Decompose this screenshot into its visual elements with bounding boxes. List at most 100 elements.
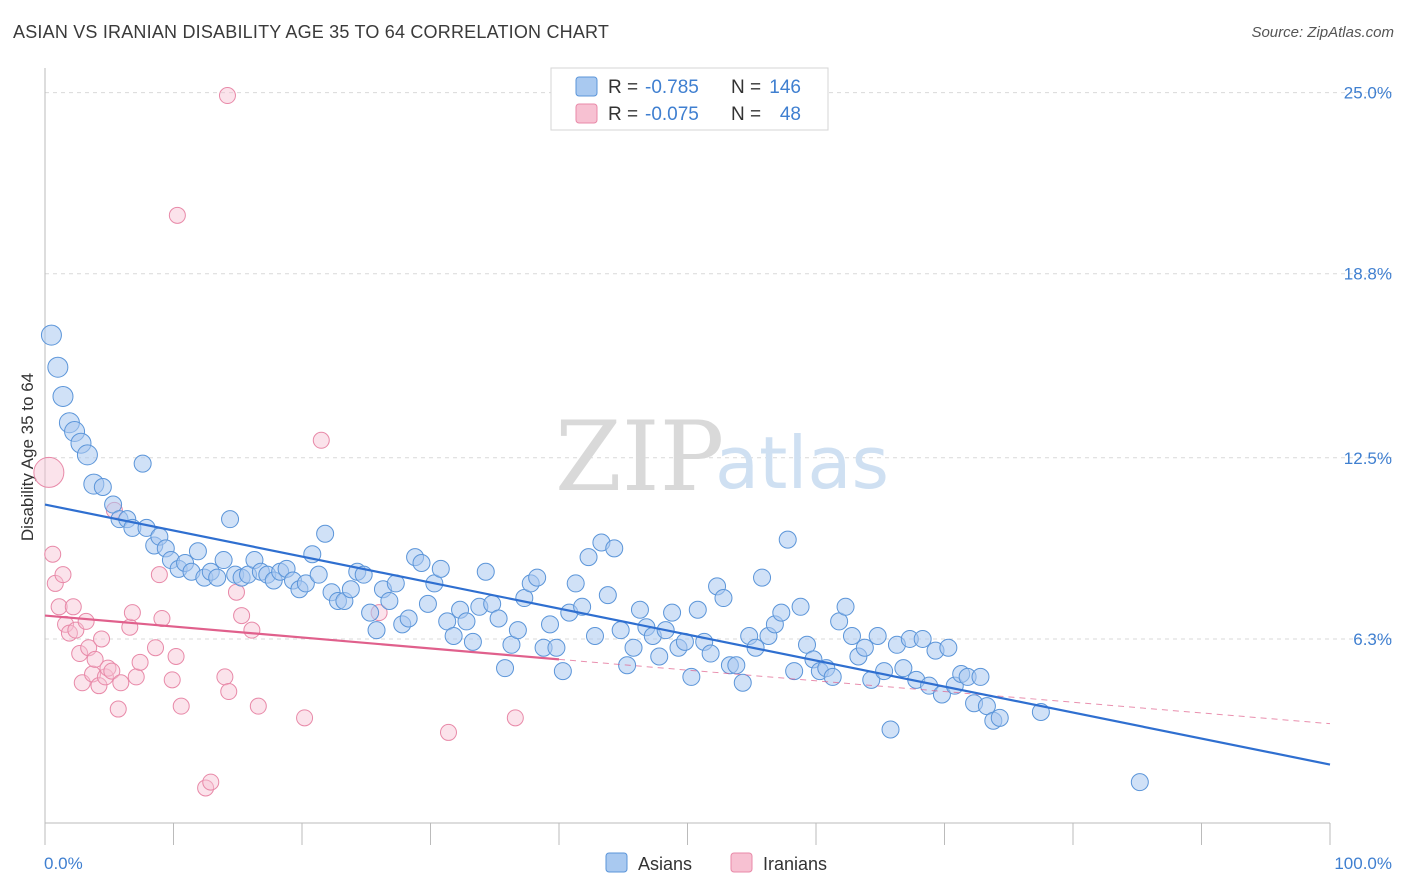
asians-points (40, 324, 1149, 792)
iranians-point (33, 456, 65, 488)
asians-point (76, 444, 98, 466)
iranians-point (123, 604, 141, 622)
asians-point (772, 603, 791, 622)
iranians-point (220, 683, 238, 701)
trend-lines (44, 503, 1331, 766)
iranians-point (202, 773, 220, 791)
asians-point (361, 603, 380, 622)
asians-point (431, 559, 450, 578)
iranians-point (64, 598, 82, 616)
legend-r-label: R = (608, 104, 638, 125)
iranians-point (71, 645, 89, 663)
legend-n-label: N = (731, 77, 761, 98)
bottom-legend-swatch-iranians (730, 852, 753, 873)
asians-point (624, 638, 643, 657)
iranians-point (243, 621, 261, 639)
iranians-point (296, 709, 314, 727)
bottom-legend-label-iranians: Iranians (763, 854, 827, 874)
iranians-point (93, 630, 111, 648)
legend-r-value: -0.785 (645, 77, 699, 98)
iranians-point (172, 697, 190, 715)
asians-point (341, 580, 360, 599)
asians-point (380, 591, 399, 610)
iranians-point (312, 431, 330, 449)
asians-point (188, 542, 207, 561)
asians-point (753, 568, 772, 587)
watermark: ZIP atlas (555, 401, 889, 513)
asians-point (605, 539, 624, 558)
asians-point (566, 574, 585, 593)
asians-point (855, 638, 874, 657)
asians-point (133, 454, 152, 473)
y-tick-label: 25.0% (1344, 84, 1392, 103)
chart-source: Source: ZipAtlas.com (1251, 24, 1394, 41)
asians-point (309, 565, 328, 584)
asians-point (894, 659, 913, 678)
iranians-point (131, 653, 149, 671)
asians-point (875, 662, 894, 681)
iranians-point (167, 647, 185, 665)
asians-point (547, 638, 566, 657)
legend-swatch-iranians (575, 103, 598, 124)
asians-point (579, 548, 598, 567)
asians-point (823, 667, 842, 686)
legend-n-label: N = (731, 104, 761, 125)
asians-point (630, 600, 649, 619)
asians-point (785, 662, 804, 681)
iranians-point (90, 677, 108, 695)
iranians-point (44, 545, 62, 563)
chart-title: ASIAN VS IRANIAN DISABILITY AGE 35 TO 64… (13, 22, 610, 42)
iranians-point (109, 700, 127, 718)
asians-point (573, 597, 592, 616)
asians-point (367, 621, 386, 640)
iranians-point (439, 723, 457, 741)
iranians-point (168, 206, 186, 224)
asians-point (598, 586, 617, 605)
grid-lines (45, 92, 1392, 640)
iranians-point (227, 583, 245, 601)
asians-point (553, 662, 572, 681)
asians-point (208, 568, 227, 587)
legend-swatch-asians (575, 76, 598, 97)
asians-point (444, 627, 463, 646)
legend-r-value: -0.075 (645, 104, 699, 125)
x-tick-label: 0.0% (44, 854, 83, 873)
legend-n-value: 146 (769, 77, 801, 98)
iranians-point (112, 674, 130, 692)
iranians-point (218, 87, 236, 105)
asians-point (663, 603, 682, 622)
iranians-point (77, 612, 95, 630)
asians-point (508, 621, 527, 640)
y-tick-labels: 6.3% 12.5% 18.8% 25.0% (1344, 84, 1392, 649)
iranians-point (216, 668, 234, 686)
asians-point (733, 673, 752, 692)
iranians-point (86, 650, 104, 668)
asians-point (496, 659, 515, 678)
bottom-legend-swatch-asians (605, 852, 628, 873)
asians-point (868, 627, 887, 646)
asians-point (990, 708, 1009, 727)
asians-point (399, 609, 418, 628)
legend: R = -0.785 N = 146 R = -0.075 N = 48 (550, 67, 829, 131)
bottom-legend: Asians Iranians (605, 852, 827, 874)
asians-point (457, 612, 476, 631)
asians-point (40, 324, 62, 346)
asians-point (682, 667, 701, 686)
iranians-point (50, 598, 68, 616)
asians-point (47, 356, 69, 378)
iranians-point (233, 607, 251, 625)
asians-trend-line (44, 503, 1331, 766)
iranians-trend-line-dashed (558, 658, 1331, 725)
iranians-point (150, 566, 168, 584)
asians-point (489, 609, 508, 628)
iranians-point (103, 662, 121, 680)
y-tick-label: 12.5% (1344, 449, 1392, 468)
asians-point (836, 597, 855, 616)
asians-point (418, 594, 437, 613)
y-tick-label: 18.8% (1344, 265, 1392, 284)
bottom-legend-label-asians: Asians (638, 854, 692, 874)
asians-point (688, 600, 707, 619)
asians-point (701, 644, 720, 663)
iranians-point (163, 671, 181, 689)
